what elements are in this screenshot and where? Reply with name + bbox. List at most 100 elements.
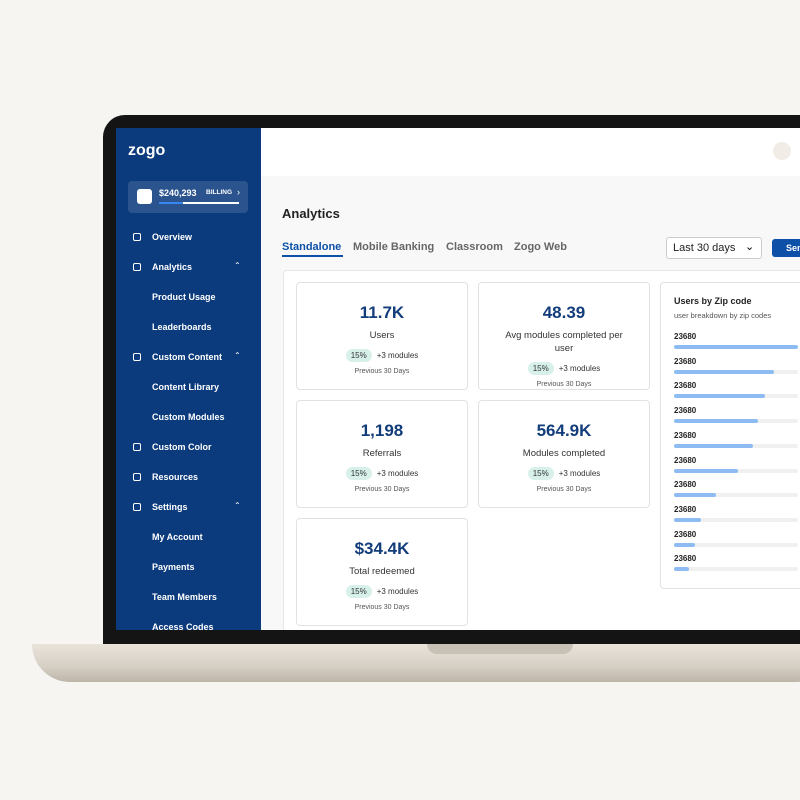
zip-label: 23680 [674,381,697,391]
zip-label: 23680 [674,529,697,539]
change-badge: 15% [527,362,554,375]
bar [674,493,717,498]
nav-item[interactable]: Custom Modules [152,412,225,422]
nav-icon [133,503,141,511]
bar-track [674,493,798,498]
tab[interactable]: Standalone [282,241,342,253]
change-badge: 15% [527,467,554,480]
bar [674,394,765,399]
zip-label: 23680 [674,455,697,465]
nav-icon [133,443,141,451]
nav-item[interactable]: Custom Color [152,442,212,452]
billing-box[interactable]: $240,293 BILLING › [128,181,248,213]
zip-label: 23680 [674,332,697,341]
zip-title: Users by Zip code [674,296,752,306]
bar [674,443,754,448]
change-note: +3 modules [558,364,601,373]
nav-item[interactable]: Analytics [152,262,193,272]
nav-item[interactable]: Leaderboards [152,322,212,332]
send-button[interactable]: Sen [772,239,800,257]
metric-period: Previous 30 Days [536,486,592,493]
metric-period: Previous 30 Days [536,381,592,388]
nav-item[interactable]: Resources [152,472,199,482]
chevron: › [237,187,240,197]
metric-value: 48.39 [542,303,586,322]
date-range: Last 30 days [673,242,736,254]
change-note: +3 modules [376,469,419,478]
metric-change: 15% +3 modules [297,349,467,362]
laptop-notch [427,644,573,654]
change-badge: 15% [345,585,372,598]
zip-label: 23680 [674,430,697,440]
metric-change: 15% +3 modules [297,585,467,598]
nav-item[interactable]: Product Usage [152,292,216,302]
bar [674,419,759,424]
zip-label: 23680 [674,406,697,416]
metric-label: Referrals [362,448,402,459]
metric-change: 15% +3 modules [479,362,649,375]
zip-label: 23680 [674,554,697,564]
billing-icon [137,189,152,204]
nav-item[interactable]: Access Codes [152,622,214,630]
bar [674,369,775,374]
billing-track [159,202,239,204]
metric-card: 11.7K Users 15% +3 modules Previous 30 Days [296,282,468,390]
nav-icon [133,263,141,271]
bar [674,542,696,547]
metric-value: 1,198 [360,421,404,440]
metric-change: 15% +3 modules [297,467,467,480]
billing-label: BILLING [206,189,232,196]
metric-period: Previous 30 Days [354,604,410,611]
zip-label: 23680 [674,480,697,490]
tab[interactable]: Mobile Banking [353,241,435,253]
screen: zogo $240,293 BILLING › Overview Analytic… [116,128,800,630]
tab[interactable]: Zogo Web [514,241,567,253]
date-dropdown[interactable]: Last 30 days ⌄ [666,237,762,259]
sidebar: zogo $240,293 BILLING › Overview Analytic… [116,128,261,630]
nav-icon [133,473,141,481]
change-badge: 15% [345,349,372,362]
metric-value: 564.9K [536,421,592,440]
laptop-base [32,644,800,682]
bar [674,567,689,572]
zip-label: 23680 [674,504,697,514]
chevron: ⌃ [234,351,241,360]
zip-label: 23680 [674,356,697,366]
nav-icon [133,233,141,241]
nav-item[interactable]: Content Library [152,382,220,392]
metric-period: Previous 30 Days [354,486,410,493]
metric-change: 15% +3 modules [479,467,649,480]
change-note: +3 modules [376,587,419,596]
nav-item[interactable]: My Account [152,532,203,542]
metric-period: Previous 30 Days [354,368,410,375]
nav-item[interactable]: Custom Content [152,352,222,362]
tab-underline [282,255,343,257]
logo: zogo [128,142,166,159]
billing-amount: $240,293 [159,188,197,198]
metric-card: $34.4K Total redeemed 15% +3 modules Previou… [296,518,468,626]
nav-item[interactable]: Payments [152,562,195,572]
tab[interactable]: Classroom [446,241,503,253]
chevron: ⌃ [234,501,241,510]
page-title: Analytics [282,206,340,221]
metric-card: 564.9K Modules completed 15% +3 modules Prev… [478,400,650,508]
nav-item[interactable]: Overview [152,232,193,242]
metric-card: 48.39 Avg modules completed per user 15% +3… [478,282,650,390]
metric-label: Users [369,330,395,341]
bar-track [674,542,798,547]
bar [674,345,798,349]
bar-track [674,567,798,572]
user-icon[interactable] [773,142,791,160]
metric-label: Total redeemed [349,566,415,577]
chevron: ⌄ [745,241,755,253]
nav-item[interactable]: Team Members [152,592,217,602]
change-badge: 15% [345,467,372,480]
bar-track [674,517,798,522]
zip-subtitle: user breakdown by zip codes [674,311,772,320]
bar [674,468,739,473]
chevron: ⌃ [234,261,241,270]
nav-item[interactable]: Settings [152,502,188,512]
nav-icon [133,353,141,361]
change-note: +3 modules [376,351,419,360]
